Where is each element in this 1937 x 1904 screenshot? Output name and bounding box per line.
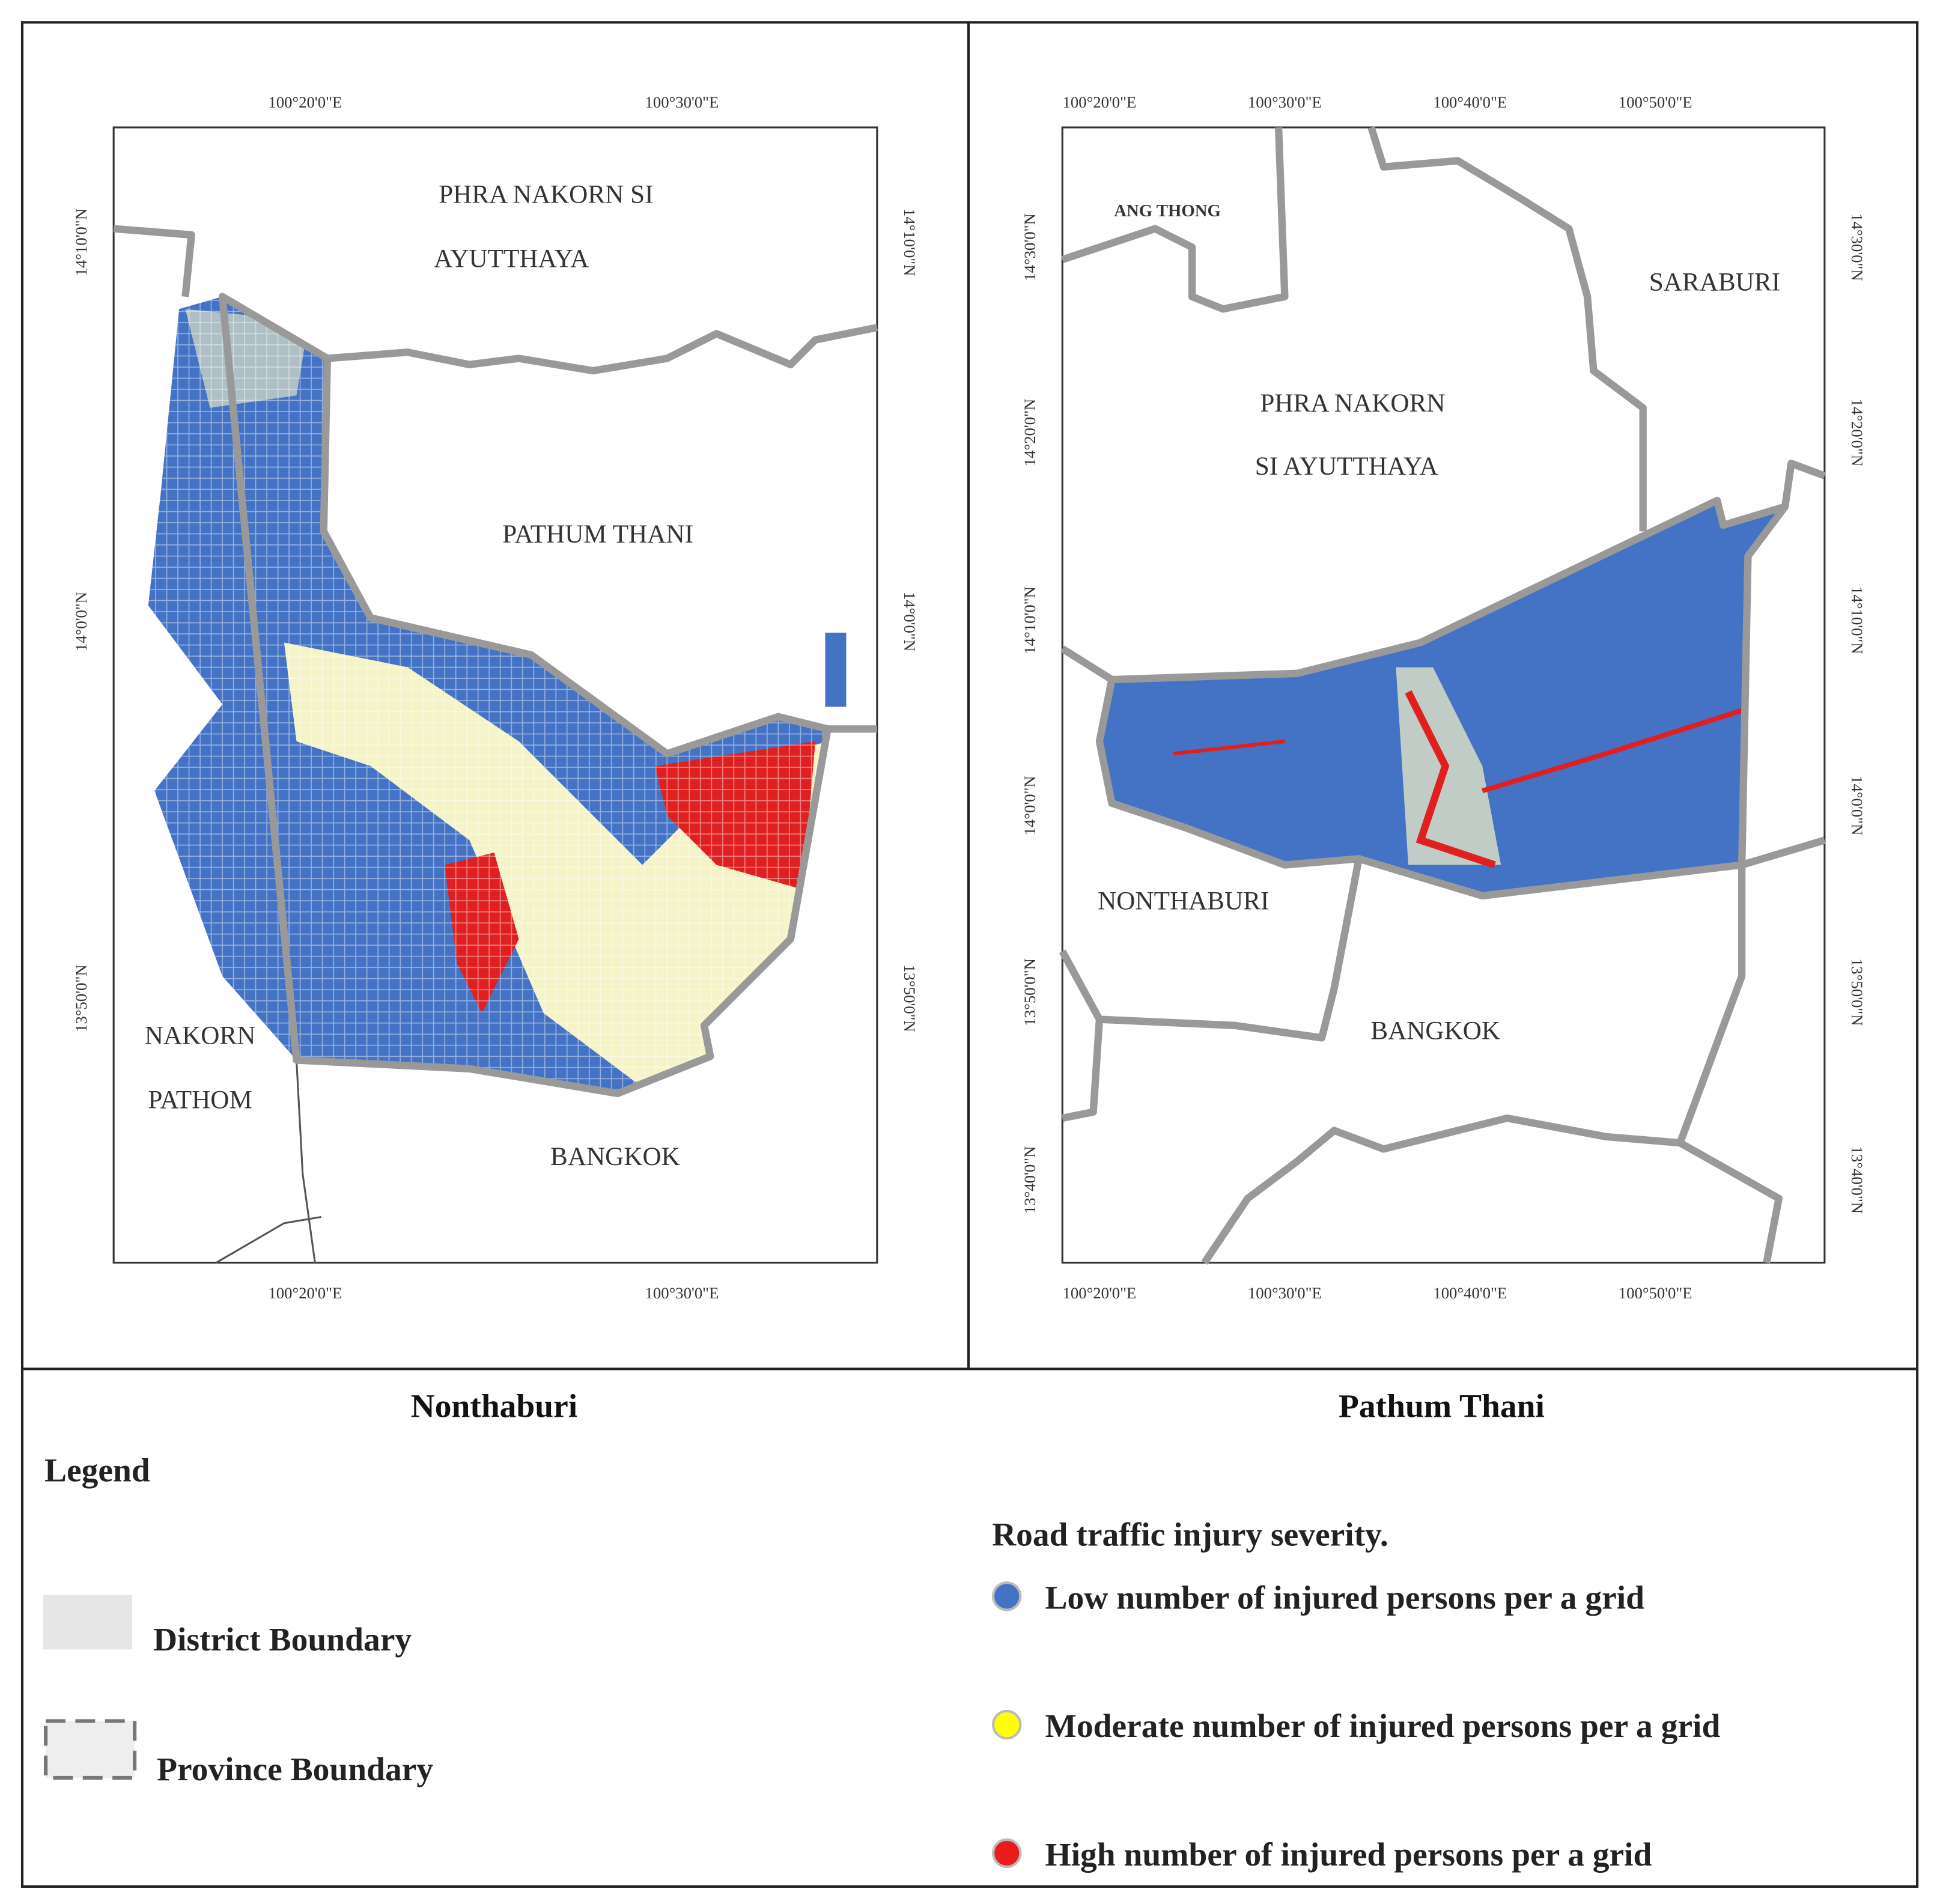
cell-area <box>1173 739 1285 756</box>
x-tick-label: 100°30'0"E <box>1248 1284 1322 1302</box>
cell-area <box>825 632 847 707</box>
x-tick-label: 100°20'0"E <box>268 93 342 111</box>
place-label: PATHOM <box>148 1086 252 1115</box>
y-tick-label: 14°30'0"N <box>1848 213 1866 281</box>
labels: 100°20'0"E 100°30'0"E 100°20'0"E 100°30'0"E… <box>44 93 1866 1873</box>
province-boundary <box>1061 127 1289 313</box>
province-boundary <box>1062 1019 1104 1122</box>
legend-swatch <box>992 1581 1022 1611</box>
y-tick-label: 14°0'0"N <box>1848 776 1866 835</box>
cell-area <box>1405 690 1496 869</box>
y-tick-label: 13°50'0"N <box>72 964 90 1032</box>
legend-swatch <box>992 1709 1022 1740</box>
province-boundary <box>1741 836 1826 869</box>
y-tick-label: 14°10'0"N <box>1021 586 1039 654</box>
province-boundary <box>1095 496 1789 900</box>
province-boundary <box>1059 858 1363 1042</box>
district-boundary <box>295 1060 316 1263</box>
place-label: NONTHABURI <box>1098 887 1269 916</box>
x-tick-label: 100°40'0"E <box>1433 1284 1507 1302</box>
place-label: PHRA NAKORN SI <box>439 180 653 208</box>
y-tick-label: 13°50'0"N <box>1848 958 1866 1026</box>
y-tick-label: 13°50'0"N <box>1021 958 1039 1026</box>
legend-title: Legend <box>44 1453 150 1489</box>
legend-swatch <box>992 1838 1022 1869</box>
legend-label: Low number of injured persons per a grid <box>1045 1580 1644 1616</box>
place-label: SI AYUTTHAYA <box>1255 452 1438 481</box>
legend-label: Province Boundary <box>157 1751 433 1788</box>
y-tick-label: 13°40'0"N <box>1021 1146 1039 1214</box>
place-label: BANGKOK <box>550 1143 680 1171</box>
x-tick-label: 100°20'0"E <box>268 1284 342 1302</box>
panel-title: Pathum Thani <box>1339 1388 1545 1425</box>
x-tick-label: 100°20'0"E <box>1063 1284 1137 1302</box>
x-tick-label: 100°30'0"E <box>645 1284 719 1302</box>
place-label: ANG THONG <box>1114 201 1221 221</box>
y-tick-label: 13°40'0"N <box>1848 1146 1866 1214</box>
legend-label: High number of injured persons per a gri… <box>1045 1837 1652 1873</box>
x-tick-label: 100°40'0"E <box>1433 93 1507 111</box>
x-tick-label: 100°30'0"E <box>645 93 719 111</box>
place-label: BANGKOK <box>1370 1017 1500 1045</box>
province-boundary <box>218 293 832 1098</box>
district-boundary <box>216 1216 321 1264</box>
place-label: PHRA NAKORN <box>1260 389 1445 418</box>
y-tick-label: 14°0'0"N <box>72 592 90 651</box>
legend-label: District Boundary <box>153 1622 412 1658</box>
district-swatch <box>43 1595 133 1650</box>
province-boundary <box>1781 460 1826 508</box>
y-tick-label: 14°20'0"N <box>1021 399 1039 467</box>
place-label: NAKORN <box>145 1022 256 1050</box>
province-swatch <box>43 1719 137 1780</box>
cell-area <box>1482 708 1743 794</box>
y-tick-label: 13°50'0"N <box>901 964 919 1032</box>
province-boundary <box>113 225 195 297</box>
y-tick-label: 14°10'0"N <box>72 208 90 276</box>
legend-label: Moderate number of injured persons per a… <box>1045 1708 1720 1745</box>
x-tick-label: 100°50'0"E <box>1619 1284 1692 1302</box>
y-tick-label: 14°0'0"N <box>1021 776 1039 835</box>
province-boundary <box>1676 865 1746 1145</box>
y-tick-label: 14°30'0"N <box>1021 213 1039 281</box>
x-tick-label: 100°20'0"E <box>1063 93 1137 111</box>
y-tick-label: 14°10'0"N <box>1848 586 1866 654</box>
place-label: PATHUM THANI <box>502 520 693 549</box>
y-tick-label: 14°10'0"N <box>901 208 919 276</box>
x-tick-label: 100°30'0"E <box>1248 93 1322 111</box>
place-label: AYUTTHAYA <box>434 245 589 273</box>
province-boundary <box>1367 126 1647 532</box>
province-boundary <box>1201 1114 1783 1265</box>
province-boundary <box>1060 645 1114 683</box>
province-boundary <box>327 324 878 375</box>
legend-title: Road traffic injury severity. <box>992 1516 1388 1553</box>
y-tick-label: 14°0'0"N <box>901 592 919 651</box>
place-label: SARABURI <box>1649 268 1780 296</box>
panel-title: Nonthaburi <box>411 1388 578 1425</box>
x-tick-label: 100°50'0"E <box>1619 93 1692 111</box>
y-tick-label: 14°20'0"N <box>1848 399 1866 466</box>
